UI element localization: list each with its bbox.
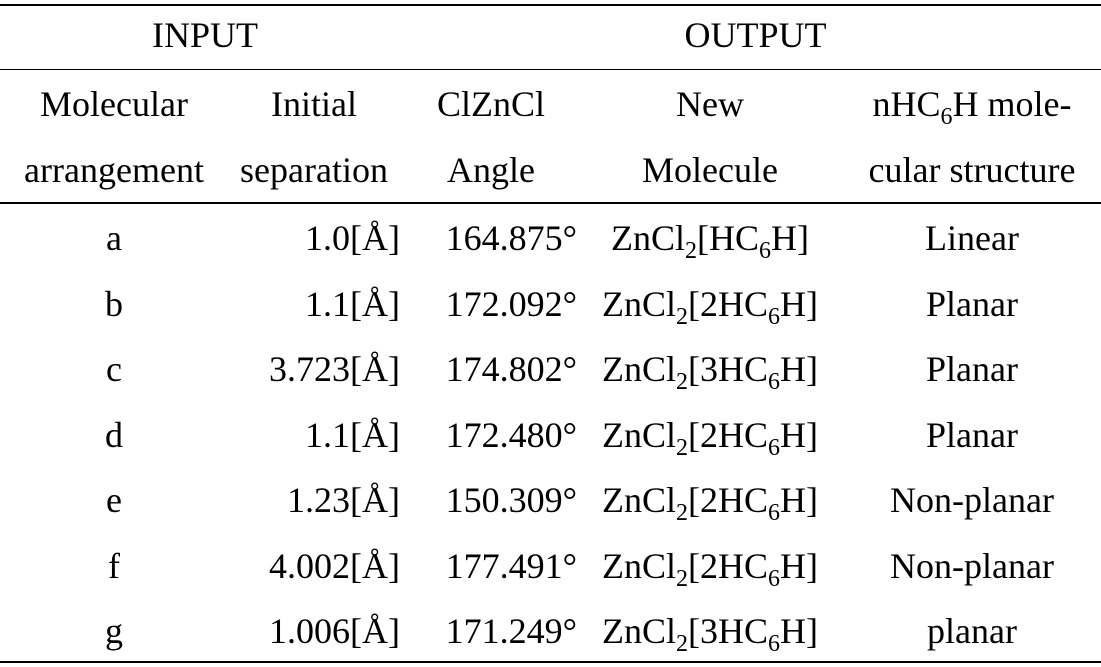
cell-angle: 171.249° bbox=[445, 611, 577, 651]
column-header-angle-line1: ClZnCl bbox=[436, 84, 546, 124]
cell-separation: 3.723[Å] bbox=[269, 349, 400, 389]
formula-part: ZnCl bbox=[610, 218, 685, 258]
formula-part: [2HC bbox=[688, 546, 768, 586]
formula-subscript: 2 bbox=[676, 566, 688, 592]
cell-angle: 172.092° bbox=[445, 284, 577, 324]
formula-part: [2HC bbox=[688, 415, 768, 455]
cell-angle: 177.491° bbox=[445, 546, 577, 586]
formula-part: ZnCl bbox=[601, 415, 676, 455]
formula-subscript: 6 bbox=[768, 566, 780, 592]
formula-subscript: 6 bbox=[759, 238, 771, 264]
formula-subscript: 6 bbox=[768, 435, 780, 461]
column-header-structure-line1: nHC6H mole- bbox=[843, 84, 1101, 129]
cell-separation: 1.006[Å] bbox=[269, 611, 400, 651]
cell-separation: 1.1[Å] bbox=[305, 415, 400, 455]
formula-part: [2HC bbox=[688, 480, 768, 520]
cell-structure: planar bbox=[927, 611, 1017, 651]
formula-part: H] bbox=[780, 611, 818, 651]
cell-angle: 174.802° bbox=[445, 349, 577, 389]
cell-new-molecule: ZnCl2[2HC6H] bbox=[577, 546, 843, 591]
cell-structure: Planar bbox=[926, 415, 1018, 455]
cell-new-molecule: ZnCl2[2HC6H] bbox=[577, 284, 843, 329]
cell-structure: Non-planar bbox=[890, 546, 1054, 586]
group-header-input: INPUT bbox=[152, 15, 258, 55]
cell-new-molecule: ZnCl2[2HC6H] bbox=[577, 415, 843, 460]
column-header-structure-line2: cular structure bbox=[868, 150, 1076, 190]
formula-subscript: 2 bbox=[676, 500, 688, 526]
formula-part: H] bbox=[771, 218, 809, 258]
column-header-rule bbox=[0, 202, 1101, 204]
formula-part: H] bbox=[780, 415, 818, 455]
formula-subscript: 6 bbox=[768, 500, 780, 526]
cell-structure: Non-planar bbox=[890, 480, 1054, 520]
cell-separation: 1.1[Å] bbox=[305, 284, 400, 324]
formula-part: ZnCl bbox=[601, 349, 676, 389]
cell-separation: 1.0[Å] bbox=[305, 218, 400, 258]
formula-part: H] bbox=[780, 480, 818, 520]
formula-part: H] bbox=[780, 284, 818, 324]
column-header-angle-line2: Angle bbox=[447, 150, 535, 190]
formula-part: ZnCl bbox=[601, 546, 676, 586]
table-top-rule bbox=[0, 4, 1101, 6]
cell-arrangement: e bbox=[106, 480, 122, 520]
cell-arrangement: f bbox=[108, 546, 120, 586]
cell-arrangement: c bbox=[106, 349, 122, 389]
formula-subscript: 2 bbox=[685, 238, 697, 264]
column-header-separation-line2: separation bbox=[240, 150, 388, 190]
formula-subscript: 2 bbox=[676, 369, 688, 395]
column-header-arrangement-line1: Molecular bbox=[40, 84, 188, 124]
column-header-separation-line1: Initial bbox=[271, 84, 357, 124]
cell-new-molecule: ZnCl2[2HC6H] bbox=[577, 480, 843, 525]
header-formula-subscript: 6 bbox=[940, 104, 953, 130]
cell-structure: Planar bbox=[926, 349, 1018, 389]
table-bottom-rule bbox=[0, 661, 1101, 663]
cell-angle: 150.309° bbox=[445, 480, 577, 520]
group-header-output: OUTPUT bbox=[684, 15, 827, 55]
formula-part: H] bbox=[780, 349, 818, 389]
cell-structure: Planar bbox=[926, 284, 1018, 324]
formula-part: H] bbox=[780, 546, 818, 586]
formula-part: ZnCl bbox=[601, 284, 676, 324]
formula-subscript: 6 bbox=[768, 369, 780, 395]
cell-separation: 1.23[Å] bbox=[287, 480, 400, 520]
formula-part: [3HC bbox=[688, 611, 768, 651]
cell-new-molecule: ZnCl2[3HC6H] bbox=[577, 611, 843, 656]
header-formula-part: H mole- bbox=[952, 84, 1072, 124]
cell-arrangement: a bbox=[106, 218, 122, 258]
formula-part: [2HC bbox=[688, 284, 768, 324]
column-header-molecule-line1: New bbox=[676, 84, 744, 124]
cell-arrangement: g bbox=[105, 611, 123, 651]
cell-new-molecule: ZnCl2[HC6H] bbox=[577, 218, 843, 263]
cell-separation: 4.002[Å] bbox=[269, 546, 400, 586]
formula-part: [HC bbox=[697, 218, 759, 258]
formula-part: ZnCl bbox=[601, 480, 676, 520]
cell-angle: 164.875° bbox=[445, 218, 577, 258]
group-header-rule bbox=[0, 69, 1101, 70]
header-formula-part: nHC bbox=[872, 84, 941, 124]
cell-structure: Linear bbox=[925, 218, 1019, 258]
formula-subscript: 2 bbox=[676, 631, 688, 657]
formula-subscript: 6 bbox=[768, 631, 780, 657]
formula-part: [3HC bbox=[688, 349, 768, 389]
column-header-arrangement-line2: arrangement bbox=[24, 150, 204, 190]
formula-subscript: 6 bbox=[768, 304, 780, 330]
formula-subscript: 2 bbox=[676, 304, 688, 330]
formula-part: ZnCl bbox=[601, 611, 676, 651]
cell-arrangement: b bbox=[105, 284, 123, 324]
column-header-molecule-line2: Molecule bbox=[642, 150, 778, 190]
formula-subscript: 2 bbox=[676, 435, 688, 461]
cell-arrangement: d bbox=[105, 415, 123, 455]
cell-new-molecule: ZnCl2[3HC6H] bbox=[577, 349, 843, 394]
cell-angle: 172.480° bbox=[445, 415, 577, 455]
